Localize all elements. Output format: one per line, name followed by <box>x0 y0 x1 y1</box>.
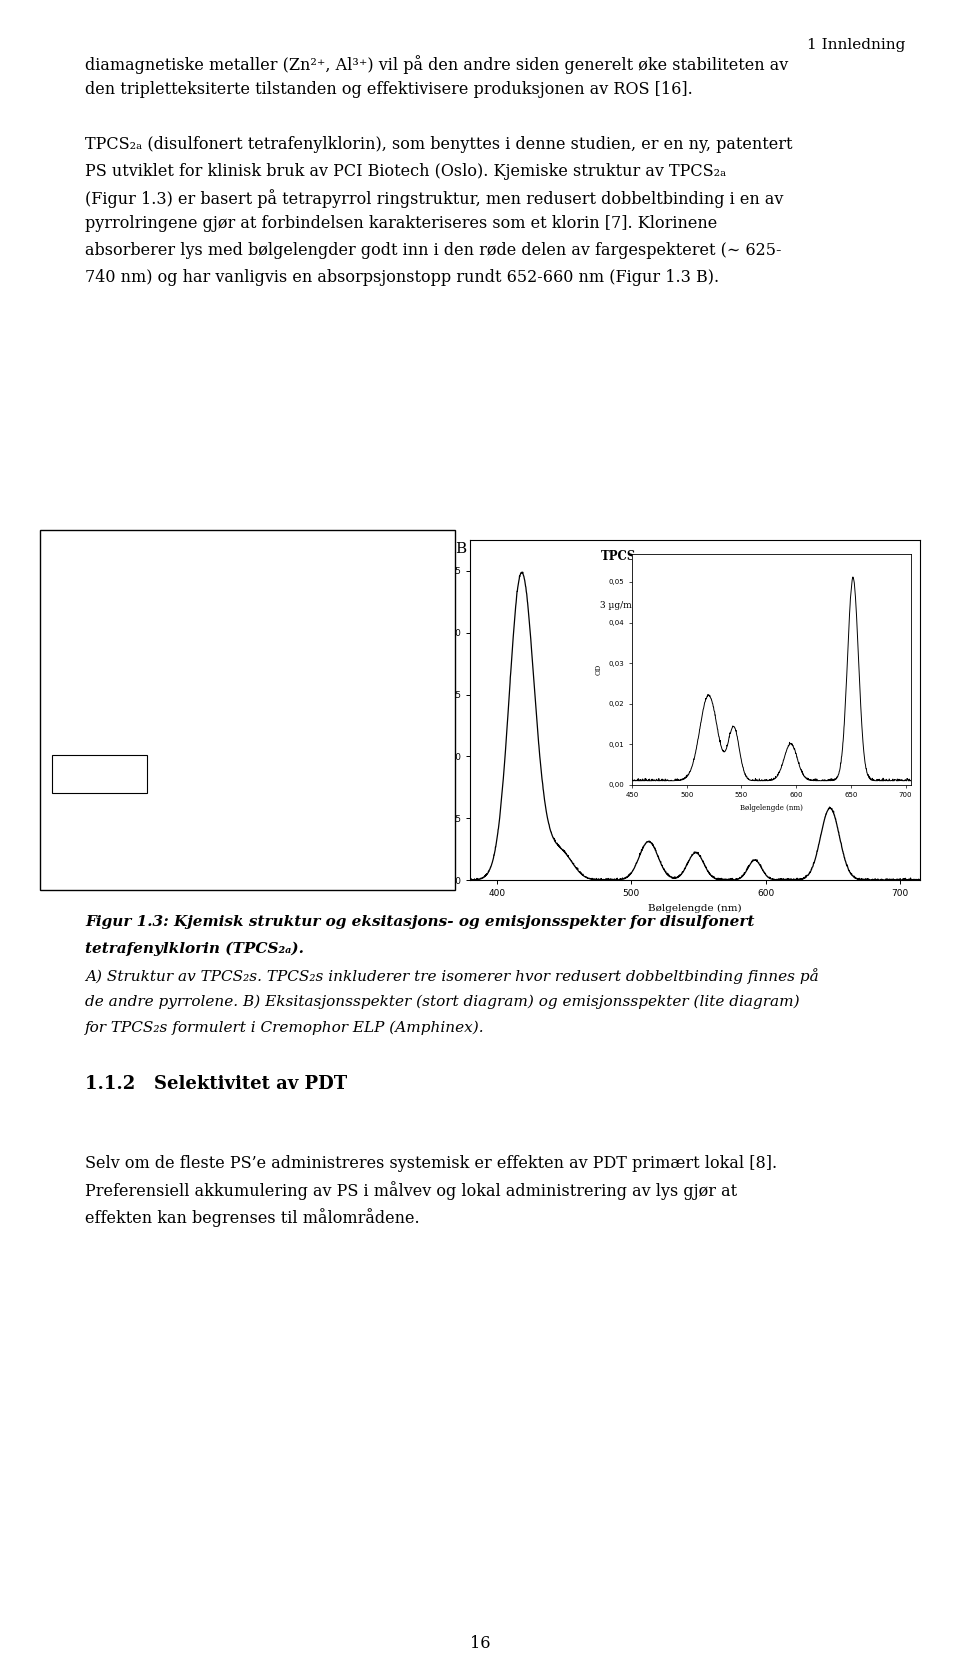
Text: 2a: 2a <box>682 570 693 580</box>
Text: dobbeltbinding: dobbeltbinding <box>60 776 139 787</box>
Text: ˙O₃S: ˙O₃S <box>66 701 95 714</box>
Text: TPCS₂ₐ (disulfonert tetrafenylklorin), som benyttes i denne studien, er en ny, p: TPCS₂ₐ (disulfonert tetrafenylklorin), s… <box>85 136 793 153</box>
Text: B: B <box>455 542 467 557</box>
Text: TPCS: TPCS <box>601 550 636 563</box>
Y-axis label: OD: OD <box>426 701 436 718</box>
Text: for TPCS₂s formulert i Cremophor ELP (Amphinex).: for TPCS₂s formulert i Cremophor ELP (Am… <box>85 1021 485 1035</box>
Text: de andre pyrrolene. B) Eksitasjonsspekter (stort diagram) og emisjonsspekter (li: de andre pyrrolene. B) Eksitasjonsspekte… <box>85 994 800 1010</box>
Text: 1.1.2   Selektivitet av PDT: 1.1.2 Selektivitet av PDT <box>85 1075 348 1093</box>
Text: N: N <box>219 718 228 726</box>
Text: absorberer lys med bølgelengder godt inn i den røde delen av fargespekteret (∼ 6: absorberer lys med bølgelengder godt inn… <box>85 241 781 258</box>
Text: effekten kan begrenses til målområdene.: effekten kan begrenses til målområdene. <box>85 1207 420 1228</box>
Text: 740 nm) og har vanligvis en absorpsjonstopp rundt 652-660 nm (Figur 1.3 B).: 740 nm) og har vanligvis en absorpsjonst… <box>85 268 719 285</box>
X-axis label: Bølgelengde (nm): Bølgelengde (nm) <box>648 904 742 912</box>
Text: A: A <box>52 542 63 557</box>
Text: N: N <box>249 696 258 704</box>
Text: Figur 1.3: Kjemisk struktur og eksitasjons- og emisjonsspekter for disulfonert: Figur 1.3: Kjemisk struktur og eksitasjo… <box>85 916 755 929</box>
Text: A) Struktur av TPCS₂s. TPCS₂s inkluderer tre isomerer hvor redusert dobbeltbindi: A) Struktur av TPCS₂s. TPCS₂s inkluderer… <box>85 968 819 984</box>
Text: SO₃⁻: SO₃⁻ <box>224 879 252 889</box>
Text: Preferensiell akkumulering av PS i målvev og lokal administrering av lys gjør at: Preferensiell akkumulering av PS i målve… <box>85 1182 737 1201</box>
Text: den tripletteksiterte tilstanden og effektivisere produksjonen av ROS [16].: den tripletteksiterte tilstanden og effe… <box>85 82 693 99</box>
Text: Selv om de fleste PS’e administreres systemisk er effekten av PDT primært lokal : Selv om de fleste PS’e administreres sys… <box>85 1155 778 1172</box>
Text: pyrrolringene gjør at forbindelsen karakteriseres som et klorin [7]. Klorinene: pyrrolringene gjør at forbindelsen karak… <box>85 216 717 233</box>
Text: Redusert: Redusert <box>76 760 124 768</box>
Text: HN: HN <box>240 718 258 726</box>
Text: tetrafenylklorin (TPCS₂ₐ).: tetrafenylklorin (TPCS₂ₐ). <box>85 941 304 956</box>
Text: 3 µg/ml: 3 µg/ml <box>601 600 635 610</box>
Text: 16: 16 <box>469 1635 491 1652</box>
Text: diamagnetiske metaller (Zn²⁺, Al³⁺) vil på den andre siden generelt øke stabilit: diamagnetiske metaller (Zn²⁺, Al³⁺) vil … <box>85 55 788 74</box>
Text: NH: NH <box>214 696 232 704</box>
Text: 1 Innledning: 1 Innledning <box>806 39 905 52</box>
Text: PS utviklet for klinisk bruk av PCI Biotech (Oslo). Kjemiske struktur av TPCS₂ₐ: PS utviklet for klinisk bruk av PCI Biot… <box>85 163 727 179</box>
Text: (Figur 1.3) er basert på tetrapyrrol ringstruktur, men redusert dobbeltbinding i: (Figur 1.3) er basert på tetrapyrrol rin… <box>85 190 783 208</box>
